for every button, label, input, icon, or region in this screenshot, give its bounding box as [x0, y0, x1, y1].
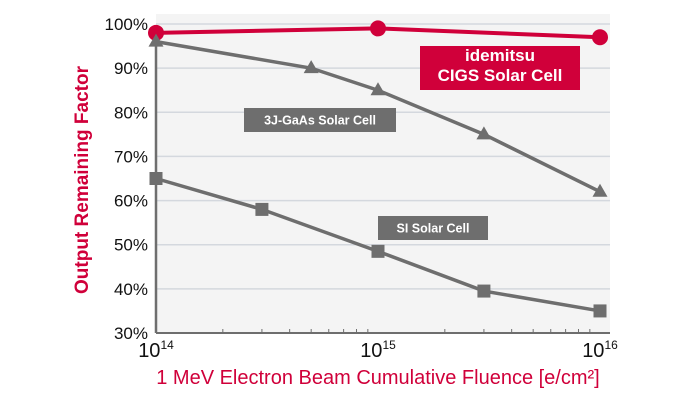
y-axis-label: Output Remaining Factor: [72, 65, 93, 294]
data-point-square: [371, 244, 385, 258]
data-point-square: [477, 284, 491, 298]
y-tick-label: 40%: [114, 280, 148, 299]
series-label-text: CIGS Solar Cell: [438, 66, 563, 85]
series-label-box: [378, 216, 488, 240]
x-axis-label: 1 MeV Electron Beam Cumulative Fluence […: [156, 367, 600, 389]
series-label-text: 3J-GaAs Solar Cell: [264, 114, 376, 128]
y-tick-label: 70%: [114, 147, 148, 166]
data-point-square: [255, 202, 269, 216]
data-point-triangle: [148, 33, 164, 47]
y-tick-label: 30%: [114, 324, 148, 343]
y-tick-label: 80%: [114, 103, 148, 122]
data-point-triangle: [303, 60, 319, 74]
series-label-text: idemitsu: [465, 46, 535, 65]
y-tick-label: 100%: [105, 15, 148, 34]
y-tick-label: 90%: [114, 59, 148, 78]
data-point-triangle: [476, 126, 492, 140]
data-point-square: [149, 172, 163, 185]
axes: 30% 40% 50% 60% 70% 80% 90% 100% 1014 1015 1016: [105, 15, 619, 362]
x-tick-label: 1014: [138, 338, 174, 362]
data-point-circle: [370, 20, 386, 37]
series-label-text: SI Solar Cell: [397, 222, 470, 236]
data-point-circle: [592, 29, 608, 46]
x-tick-label: 1015: [360, 338, 396, 362]
x-tick-label: 1016: [582, 338, 618, 362]
y-tick-label: 60%: [114, 192, 148, 211]
series-label-box: [420, 46, 580, 90]
series-group: [148, 20, 608, 318]
data-point-circle: [148, 24, 164, 41]
data-point-triangle: [370, 82, 386, 96]
y-tick-label: 50%: [114, 236, 148, 255]
data-point-square: [593, 304, 607, 318]
series-label-box: [244, 108, 396, 132]
data-point-triangle: [592, 183, 608, 197]
